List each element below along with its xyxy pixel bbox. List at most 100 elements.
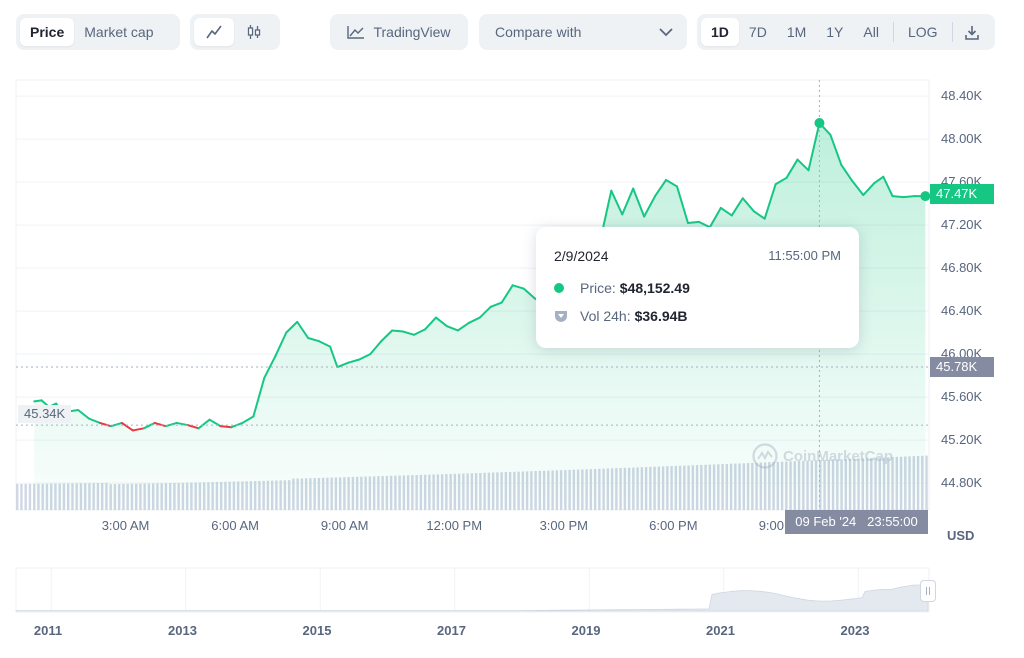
chart-line-icon xyxy=(347,26,365,39)
watermark: CoinMarketCap xyxy=(752,443,893,469)
log-scale-toggle[interactable]: LOG xyxy=(907,24,938,40)
tradingview-button[interactable]: TradingView xyxy=(330,14,468,50)
price-line-segment xyxy=(730,197,744,217)
range-1d[interactable]: 1D xyxy=(701,18,739,46)
price-line-segment xyxy=(807,122,821,172)
tab-market-cap[interactable]: Market cap xyxy=(84,24,154,40)
volume-bar xyxy=(16,483,19,510)
price-line-segment xyxy=(175,421,189,427)
navigator-handle[interactable] xyxy=(920,580,936,602)
chevron-down-icon xyxy=(659,27,673,36)
navigator-year-label: 2011 xyxy=(33,623,63,638)
tooltip-volume-label: Vol 24h: xyxy=(580,308,631,324)
price-line-segment xyxy=(186,424,200,430)
price-line-segment xyxy=(358,353,372,361)
hover-point xyxy=(814,118,825,128)
tab-price[interactable]: Price xyxy=(20,18,75,46)
price-line-segment xyxy=(621,187,635,216)
tradingview-label: TradingView xyxy=(373,24,451,40)
compare-with-dropdown[interactable]: Compare with xyxy=(479,14,687,50)
price-line-segment xyxy=(307,337,321,343)
y-tick-label: 48.00K xyxy=(941,131,983,147)
price-line-segment xyxy=(489,301,503,308)
x-tick-label: 12:00 PM xyxy=(426,518,483,533)
time-range-toggle: 1D 7D 1M 1Y All LOG xyxy=(697,14,995,50)
price-line-segment xyxy=(252,376,266,418)
drag-handle-icon xyxy=(926,587,930,595)
price-tooltip: 2/9/2024 11:55:00 PM Price: $48,152.49 V… xyxy=(536,227,859,348)
price-line-segment xyxy=(318,340,332,348)
currency-label: USD xyxy=(947,528,975,543)
price-line-segment xyxy=(851,180,865,197)
price-line-segment xyxy=(719,206,733,217)
compare-with-label: Compare with xyxy=(495,24,582,40)
price-line-segment xyxy=(829,133,843,166)
y-tick-label: 46.80K xyxy=(941,260,983,276)
price-line-segment xyxy=(413,328,427,336)
cursor-price-tag: 45.78K xyxy=(930,357,994,377)
tooltip-time: 11:55:00 PM xyxy=(768,248,841,263)
price-line-segment xyxy=(219,425,233,429)
price-line-segment xyxy=(434,316,448,328)
candlestick-chart-button[interactable] xyxy=(234,18,274,46)
range-all[interactable]: All xyxy=(863,24,879,40)
tooltip-price-value: $48,152.49 xyxy=(619,280,690,296)
price-line-segment xyxy=(109,421,123,428)
x-tick-label: 6:00 PM xyxy=(649,518,698,533)
download-button[interactable] xyxy=(957,18,987,46)
price-line-segment xyxy=(391,329,405,333)
range-7d[interactable]: 7D xyxy=(748,24,767,40)
price-line-segment xyxy=(69,409,80,413)
price-line-segment xyxy=(402,330,416,336)
line-chart-icon xyxy=(206,25,222,39)
price-dot-icon xyxy=(554,283,564,293)
price-line-segment xyxy=(708,206,722,229)
chart-type-toggle xyxy=(190,14,280,50)
price-line-segment xyxy=(77,409,91,420)
range-1m[interactable]: 1M xyxy=(786,24,807,40)
price-line-segment xyxy=(369,340,383,356)
range-1y[interactable]: 1Y xyxy=(826,24,844,40)
price-line-segment xyxy=(796,158,810,172)
navigator-year-label: 2015 xyxy=(302,623,332,638)
price-line-segment xyxy=(164,421,178,428)
price-area xyxy=(34,123,926,510)
price-line-segment xyxy=(478,305,492,319)
navigator-year-label: 2013 xyxy=(168,623,197,638)
volume-bar xyxy=(20,483,23,510)
price-line-segment xyxy=(741,197,755,213)
candlestick-icon xyxy=(247,25,261,39)
price-line-segment xyxy=(336,361,350,369)
navigator-year-label: 2017 xyxy=(437,623,466,638)
price-line-segment xyxy=(153,421,167,428)
download-icon xyxy=(964,25,979,40)
price-marketcap-toggle: Price Market cap xyxy=(16,14,180,50)
y-tick-label: 45.60K xyxy=(941,389,983,405)
y-tick-label: 48.40K xyxy=(941,88,983,104)
price-line-segment xyxy=(131,427,145,432)
price-line-segment xyxy=(654,178,668,198)
price-line-segment xyxy=(763,183,777,220)
volume-bar xyxy=(32,483,36,510)
navigator-year-label: 2023 xyxy=(840,623,870,638)
navigator-year-label: 2019 xyxy=(571,623,601,638)
price-line-segment xyxy=(263,355,277,379)
tooltip-volume-value: $36.94B xyxy=(634,308,688,324)
tooltip-date: 2/9/2024 xyxy=(554,248,609,264)
line-chart-button[interactable] xyxy=(194,18,234,46)
price-line-segment xyxy=(88,417,101,424)
price-line-segment xyxy=(208,418,222,428)
history-navigator[interactable] xyxy=(0,558,1024,658)
price-line-segment xyxy=(347,358,361,364)
volume-bar xyxy=(24,483,27,510)
price-line-segment xyxy=(522,287,536,300)
price-line-segment xyxy=(197,418,211,430)
price-line-segment xyxy=(424,316,437,331)
tooltip-price-label: Price: xyxy=(580,280,616,296)
price-chart[interactable] xyxy=(0,0,1024,545)
price-line-segment xyxy=(296,320,310,339)
price-line-segment xyxy=(274,331,288,358)
x-tick-label: 6:00 AM xyxy=(211,518,259,533)
price-line-segment xyxy=(285,320,299,334)
cursor-time-tag: 09 Feb '24 23:55:00 xyxy=(785,510,928,534)
